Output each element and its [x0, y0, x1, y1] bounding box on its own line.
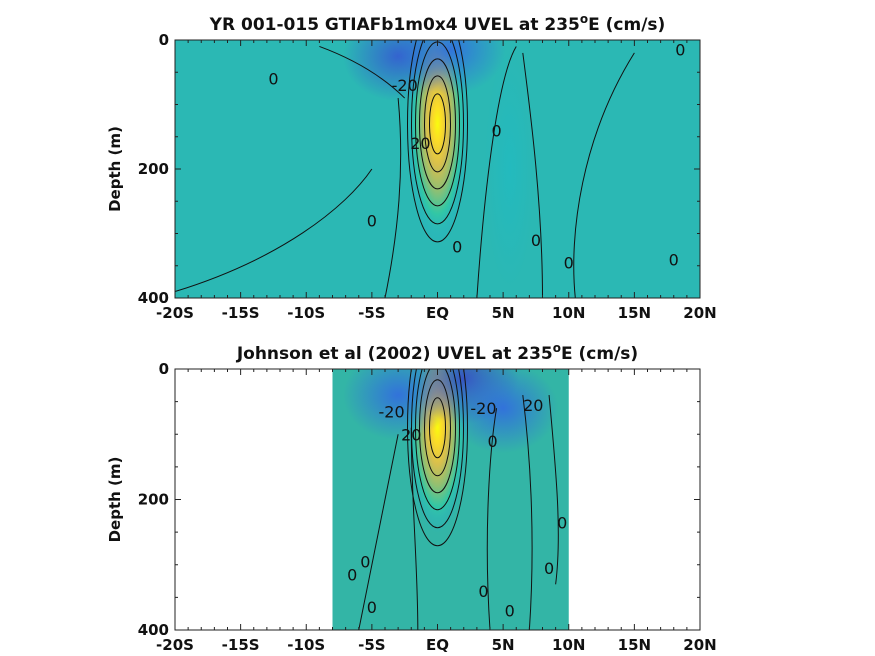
westward-current: [343, 369, 454, 441]
contour-label: 20: [523, 396, 543, 415]
y-axis-label: Depth (m): [106, 126, 124, 212]
y-tick-label: 0: [159, 31, 169, 49]
y-tick-label: 200: [138, 160, 169, 178]
x-tick-label: 15N: [618, 636, 651, 654]
x-tick-label: -5S: [358, 636, 385, 654]
westward-current: [448, 369, 559, 454]
zero-contour: [384, 98, 402, 298]
contour-label: 0: [347, 566, 357, 585]
westward-current: [395, 40, 506, 95]
contour-label: 0: [367, 212, 377, 231]
contour-label: 0: [564, 254, 574, 273]
zero-contour: [548, 395, 559, 585]
x-tick-label: -20S: [156, 636, 194, 654]
chart-title: Johnson et al (2002) UVEL at 235oE (cm/s…: [236, 341, 638, 364]
contour-label: 0: [452, 237, 462, 256]
x-tick-label: 20N: [683, 304, 716, 322]
contour-label: 0: [268, 70, 278, 89]
contour-label: 0: [505, 601, 515, 620]
contour-label: 0: [544, 559, 554, 578]
contour-line: [419, 369, 456, 494]
zero-contour: [175, 168, 373, 293]
velocity-field: [332, 369, 569, 630]
y-tick-label: 0: [159, 360, 169, 378]
contour-label: 0: [491, 121, 501, 140]
eastward-current: [484, 49, 535, 289]
contour-line: [407, 40, 468, 243]
contour-label: 0: [488, 432, 498, 451]
contour-label: 0: [669, 250, 679, 269]
x-tick-label: EQ: [426, 636, 449, 654]
x-tick-label: -15S: [222, 636, 260, 654]
x-tick-label: 10N: [552, 636, 585, 654]
contour-label: 0: [360, 552, 370, 571]
contour-line: [419, 58, 456, 190]
panel-1: 0 -20 0 0 0 0 0 0 0 20 -20S -15S -10S -5S EQ 5N 10N 15N 20…: [106, 12, 717, 322]
zero-contour: [476, 46, 517, 298]
x-tick-label: -10S: [287, 304, 325, 322]
x-tick-label: 5N: [492, 636, 515, 654]
x-tick-label: -15S: [222, 304, 260, 322]
zero-contour: [573, 52, 635, 298]
zero-contour: [410, 427, 419, 630]
contour-lines: [358, 369, 559, 630]
contour-line: [424, 379, 451, 477]
contour-label: 0: [531, 231, 541, 250]
contour-label: 0: [478, 582, 488, 601]
y-tick-label: 200: [138, 491, 169, 509]
contour-label: 0: [367, 598, 377, 617]
x-tick-label: 10N: [552, 304, 585, 322]
y-tick-label: 400: [138, 621, 169, 639]
contour-label: 0: [557, 513, 567, 532]
x-tick-label: -20S: [156, 304, 194, 322]
contour-label: -20: [378, 402, 404, 421]
x-tick-label: 15N: [618, 304, 651, 322]
zero-contour: [358, 434, 399, 630]
x-tick-label: -5S: [358, 304, 385, 322]
zero-contour: [522, 52, 543, 298]
contour-line: [415, 369, 460, 511]
chart-title: YR 001-015 GTIAFb1m0x4 UVEL at 235oE (cm…: [209, 12, 666, 35]
contour-label: 20: [410, 134, 430, 153]
y-tick-label: 400: [138, 289, 169, 307]
contour-label: 0: [675, 41, 685, 60]
x-tick-label: -10S: [287, 636, 325, 654]
contour-line: [429, 397, 446, 459]
contour-label: 20: [401, 425, 421, 444]
y-axis-label: Depth (m): [106, 457, 124, 543]
x-tick-label: EQ: [426, 304, 449, 322]
zero-contour: [319, 45, 406, 99]
x-tick-label: 5N: [492, 304, 515, 322]
contour-lines: [175, 40, 635, 298]
velocity-field: [175, 40, 700, 298]
zero-contour: [486, 408, 498, 630]
contour-label: -20: [392, 76, 418, 95]
zero-contour: [522, 395, 533, 630]
contour-line: [407, 369, 468, 547]
contour-line: [411, 40, 464, 225]
contour-label: -20: [470, 399, 496, 418]
x-tick-label: 20N: [683, 636, 716, 654]
contour-line: [429, 93, 446, 155]
contour-line: [424, 75, 451, 173]
